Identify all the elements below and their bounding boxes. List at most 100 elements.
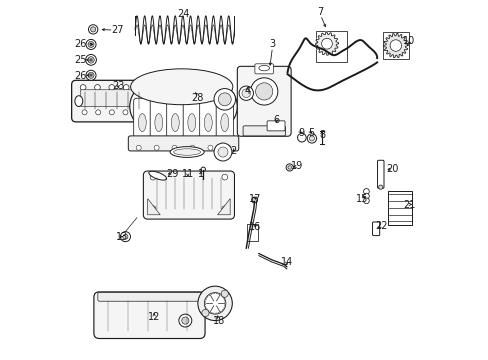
Circle shape (154, 145, 159, 150)
Polygon shape (217, 199, 230, 215)
Circle shape (285, 164, 293, 171)
Circle shape (88, 57, 94, 63)
Circle shape (94, 85, 100, 90)
Circle shape (218, 147, 227, 157)
Text: 2: 2 (230, 146, 236, 156)
Text: 21: 21 (403, 200, 415, 210)
Circle shape (90, 27, 96, 32)
Circle shape (287, 166, 291, 169)
Circle shape (136, 145, 141, 150)
Text: 11: 11 (182, 168, 194, 179)
Text: 27: 27 (111, 25, 124, 35)
Text: 28: 28 (191, 93, 203, 103)
Circle shape (88, 25, 98, 34)
FancyBboxPatch shape (72, 80, 152, 122)
Circle shape (309, 136, 314, 141)
FancyBboxPatch shape (166, 98, 183, 150)
Circle shape (86, 70, 96, 80)
Circle shape (214, 143, 231, 161)
FancyBboxPatch shape (266, 121, 285, 131)
Circle shape (122, 110, 128, 115)
Polygon shape (315, 32, 338, 55)
FancyBboxPatch shape (216, 98, 233, 150)
Ellipse shape (187, 114, 195, 132)
Ellipse shape (173, 149, 200, 155)
Polygon shape (383, 33, 407, 58)
Circle shape (255, 83, 272, 100)
Ellipse shape (204, 114, 212, 132)
Polygon shape (147, 199, 160, 215)
Ellipse shape (221, 114, 228, 132)
Circle shape (218, 93, 231, 106)
FancyBboxPatch shape (128, 136, 238, 151)
Circle shape (363, 198, 368, 204)
Ellipse shape (141, 96, 148, 107)
Text: 17: 17 (248, 194, 261, 204)
Circle shape (250, 78, 277, 105)
Text: 20: 20 (385, 164, 398, 174)
FancyBboxPatch shape (243, 126, 285, 136)
Circle shape (172, 145, 177, 150)
Circle shape (88, 72, 94, 78)
Text: 6: 6 (273, 115, 279, 125)
Circle shape (222, 174, 227, 180)
FancyBboxPatch shape (377, 160, 383, 188)
Circle shape (182, 317, 188, 324)
Circle shape (109, 110, 114, 115)
FancyBboxPatch shape (133, 98, 151, 150)
FancyBboxPatch shape (254, 64, 273, 74)
Circle shape (204, 293, 225, 314)
Circle shape (96, 110, 101, 115)
FancyBboxPatch shape (150, 98, 167, 150)
Text: 8: 8 (318, 130, 325, 140)
Circle shape (109, 85, 115, 90)
Circle shape (190, 145, 195, 150)
Circle shape (122, 234, 128, 239)
FancyBboxPatch shape (183, 98, 200, 150)
Circle shape (378, 185, 382, 189)
Text: 9: 9 (298, 129, 304, 138)
Circle shape (123, 85, 129, 90)
Circle shape (207, 145, 212, 150)
Text: 3: 3 (269, 40, 275, 49)
Ellipse shape (129, 72, 237, 141)
Text: 5: 5 (307, 129, 314, 138)
Circle shape (80, 85, 86, 90)
Circle shape (85, 54, 96, 65)
Ellipse shape (75, 96, 82, 107)
Text: 23: 23 (112, 81, 124, 91)
Text: 29: 29 (165, 168, 178, 179)
Text: 24: 24 (177, 9, 189, 19)
Text: 19: 19 (291, 161, 303, 171)
FancyBboxPatch shape (247, 224, 258, 241)
Circle shape (150, 206, 156, 212)
Circle shape (297, 134, 305, 142)
Circle shape (222, 206, 227, 212)
Text: 18: 18 (213, 316, 225, 325)
Ellipse shape (171, 114, 179, 132)
Circle shape (239, 86, 253, 100)
FancyBboxPatch shape (98, 293, 201, 301)
Text: 10: 10 (403, 36, 415, 46)
Circle shape (214, 89, 235, 110)
Circle shape (201, 167, 205, 171)
Circle shape (136, 110, 142, 115)
FancyBboxPatch shape (199, 98, 217, 150)
Circle shape (306, 134, 316, 143)
Circle shape (363, 193, 368, 199)
Text: 7: 7 (317, 7, 323, 17)
FancyBboxPatch shape (372, 222, 379, 235)
Text: 14: 14 (280, 257, 292, 267)
Text: 4: 4 (244, 86, 250, 96)
Text: 15: 15 (355, 194, 367, 204)
FancyBboxPatch shape (80, 90, 143, 107)
Ellipse shape (130, 69, 232, 105)
Circle shape (137, 85, 143, 90)
Text: 26: 26 (74, 71, 86, 81)
Circle shape (82, 110, 87, 115)
Circle shape (251, 197, 257, 203)
FancyBboxPatch shape (143, 171, 234, 219)
Text: 16: 16 (248, 222, 261, 232)
Text: 1: 1 (197, 168, 203, 179)
Ellipse shape (258, 66, 269, 71)
